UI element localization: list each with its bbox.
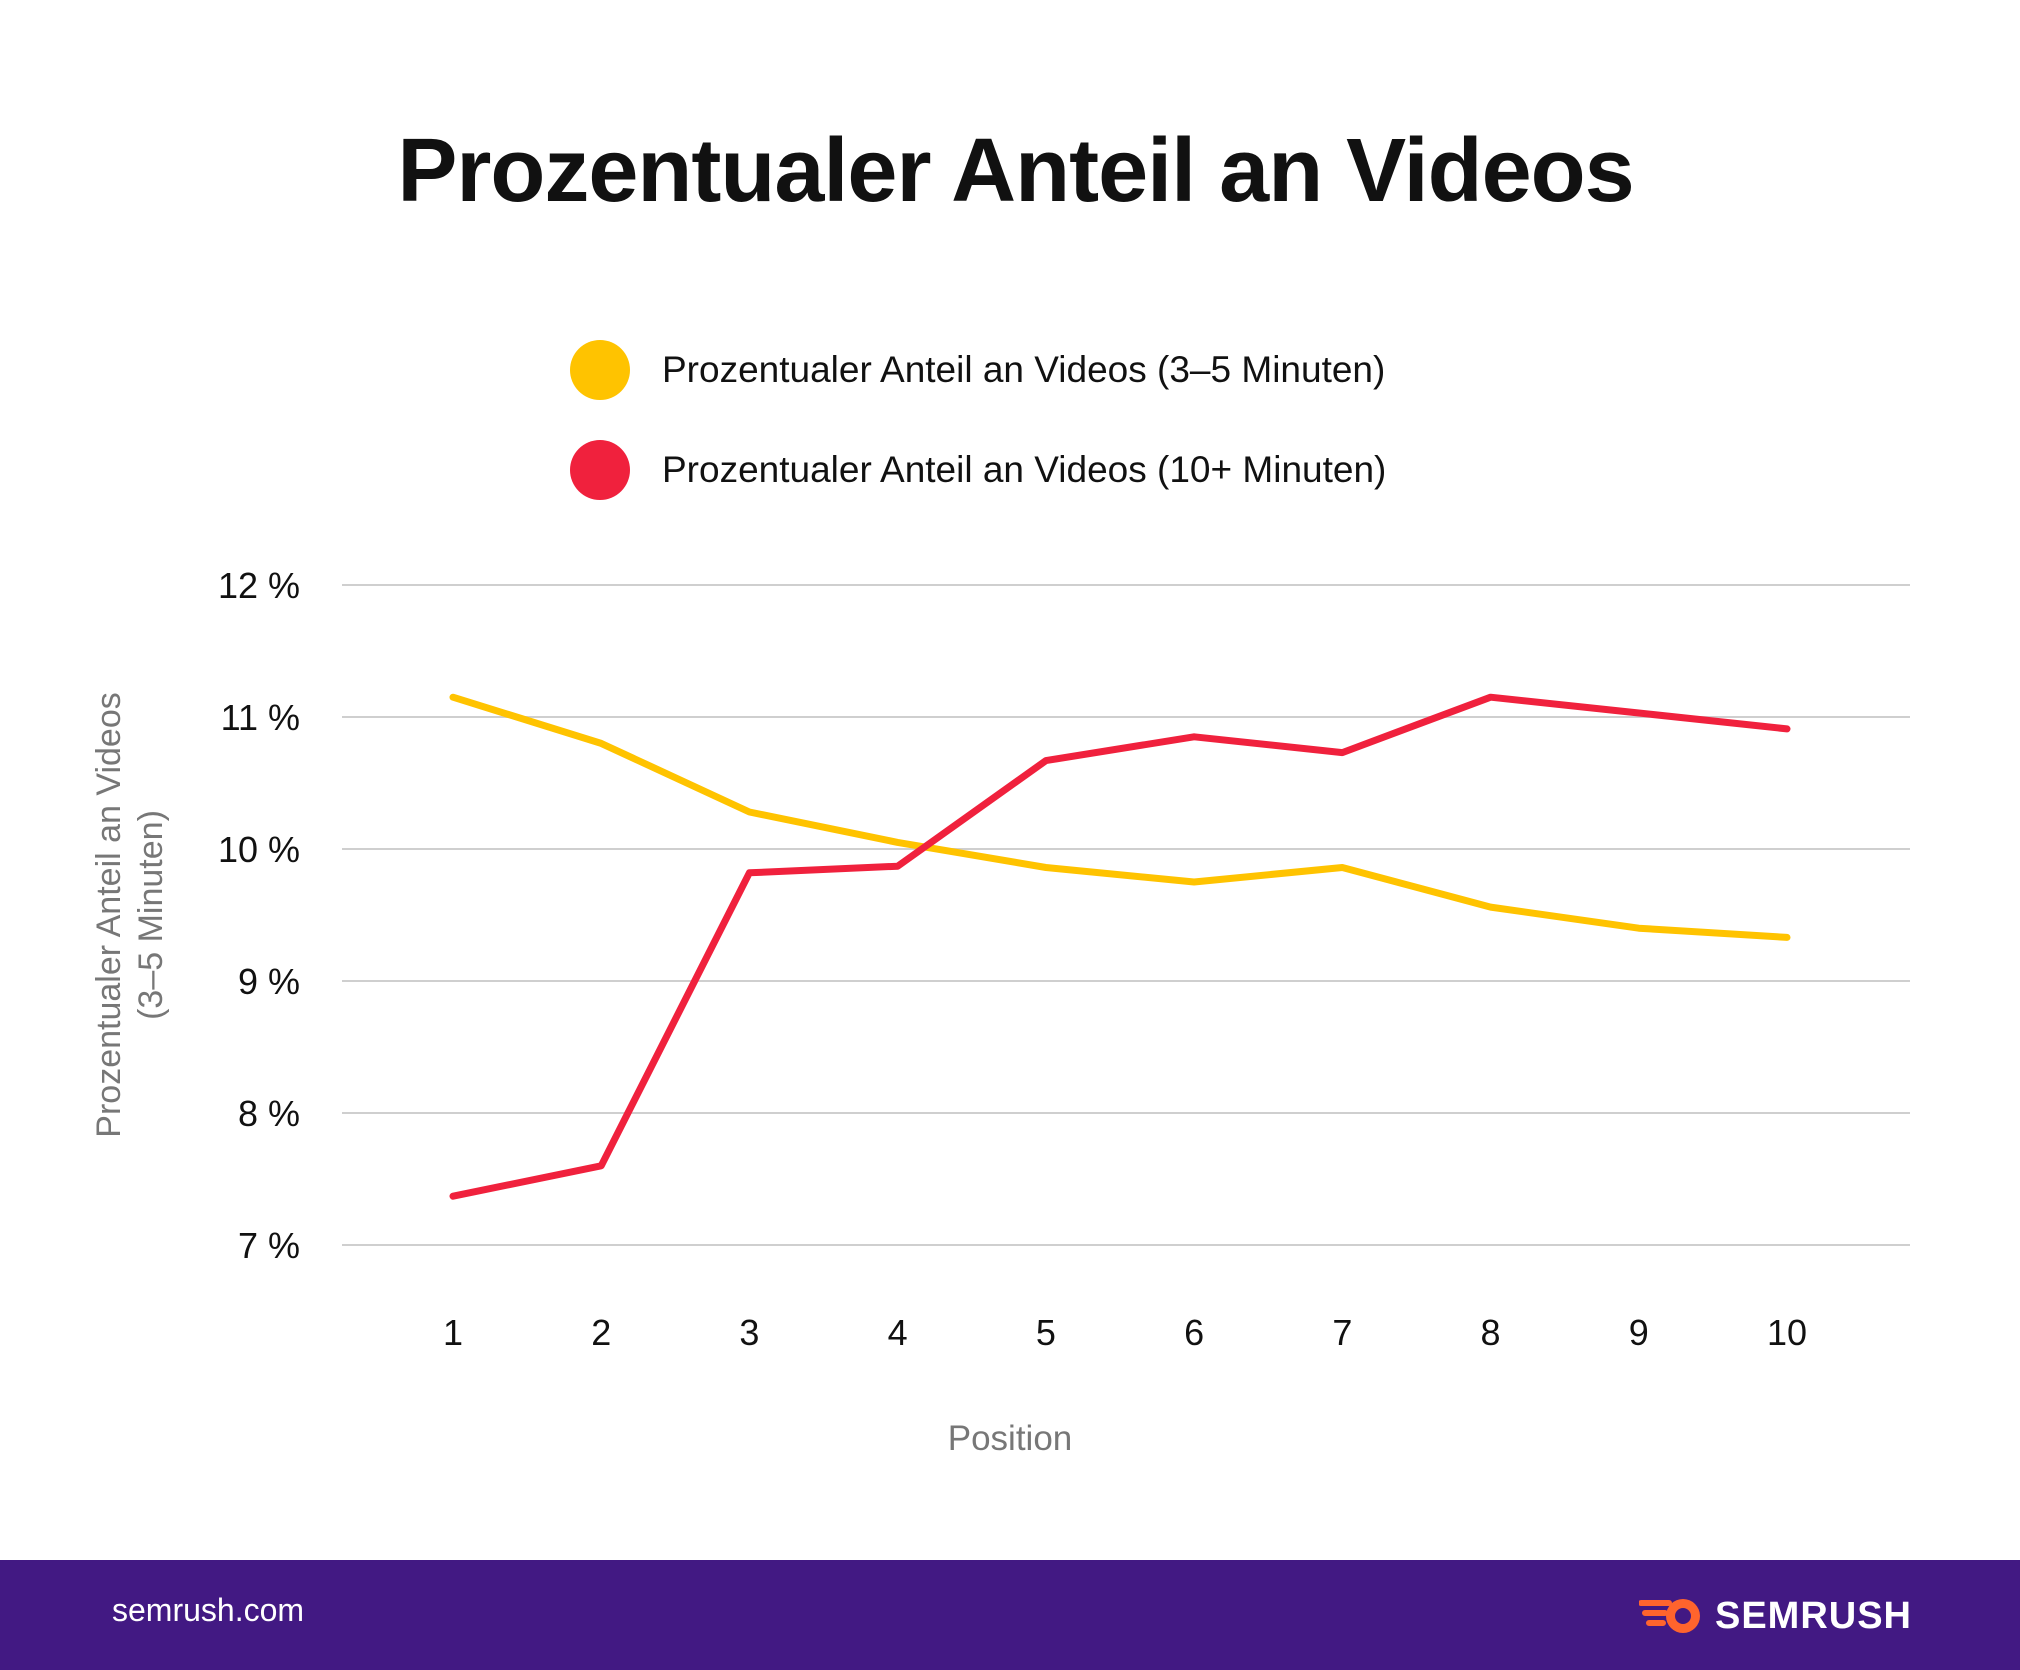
x-tick-label: 6 bbox=[1184, 1312, 1204, 1353]
series-line-3-5-minuten bbox=[449, 693, 1791, 941]
footer-url: semrush.com bbox=[112, 1592, 305, 1628]
brand-name: SEMRUSH bbox=[1714, 1594, 1912, 1637]
x-tick-label: 9 bbox=[1629, 1312, 1649, 1353]
y-axis-title-line: (3–5 Minuten) bbox=[132, 810, 170, 1020]
x-tick-label: 10 bbox=[1767, 1312, 1807, 1353]
x-axis-title: Position bbox=[948, 1419, 1073, 1458]
y-tick-label: 11 % bbox=[221, 697, 300, 738]
semrush-logo-icon bbox=[1638, 1599, 1700, 1633]
footer-bar: semrush.com SEMRUSH bbox=[0, 1560, 2020, 1670]
legend-label: Prozentualer Anteil an Videos (10+ Minut… bbox=[662, 449, 1387, 490]
x-tick-label: 7 bbox=[1332, 1312, 1352, 1353]
line-chart: 7 % 8 % 9 % 10 % 11 % 12 % 1 2 3 4 5 6 7 8 9 10 Position… bbox=[90, 565, 1910, 1458]
legend-item-10-plus-minuten: Prozentualer Anteil an Videos (10+ Minut… bbox=[570, 420, 1386, 520]
brand-logo: SEMRUSH bbox=[1638, 1588, 1912, 1644]
legend: Prozentualer Anteil an Videos (3–5 Minut… bbox=[570, 320, 1386, 520]
x-tick-label: 2 bbox=[591, 1312, 611, 1353]
x-tick-label: 5 bbox=[1036, 1312, 1056, 1353]
chart-title: Prozentualer Anteil an Videos bbox=[397, 121, 1634, 221]
y-tick-label: 7 % bbox=[238, 1225, 300, 1266]
y-axis-title: Prozentualer Anteil an Videos (3–5 Minute… bbox=[90, 692, 170, 1137]
y-tick-label: 12 % bbox=[218, 565, 300, 606]
legend-dot-yellow bbox=[570, 340, 630, 400]
legend-label: Prozentualer Anteil an Videos (3–5 Minut… bbox=[662, 349, 1386, 390]
legend-dot-red bbox=[570, 440, 630, 500]
x-tick-label: 1 bbox=[443, 1312, 463, 1353]
x-tick-label: 3 bbox=[739, 1312, 759, 1353]
y-tick-label: 8 % bbox=[238, 1093, 300, 1134]
x-tick-label: 8 bbox=[1481, 1312, 1501, 1353]
y-axis-title-line: Prozentualer Anteil an Videos bbox=[90, 692, 128, 1137]
y-tick-label: 9 % bbox=[238, 961, 300, 1002]
series-line-10-plus-minuten bbox=[449, 693, 1791, 1200]
x-tick-label: 4 bbox=[888, 1312, 908, 1353]
y-tick-label: 10 % bbox=[218, 829, 300, 870]
legend-item-3-5-minuten: Prozentualer Anteil an Videos (3–5 Minut… bbox=[570, 320, 1386, 420]
